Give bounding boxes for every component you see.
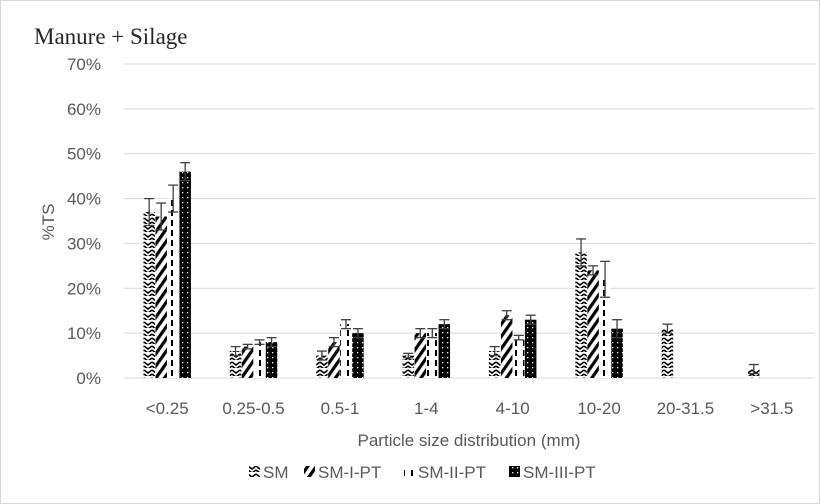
- bar-SM-II-PT-0: [167, 198, 179, 378]
- bar-SM-III-PT-0: [179, 171, 191, 378]
- y-tick-label: 0%: [76, 369, 101, 388]
- legend-label: SM: [263, 463, 289, 482]
- legend-swatch: [304, 466, 315, 477]
- bar-SM-II-PT-3: [426, 333, 439, 378]
- error-bar-SM-III-PT-1: [266, 336, 277, 348]
- legend-swatch: [249, 466, 260, 477]
- error-bar-SM-III-PT-3: [439, 319, 450, 330]
- error-bar-SM-I-PT-3: [415, 328, 426, 339]
- error-bar-SM-5: [576, 238, 587, 267]
- x-tick-label: <0.25: [146, 399, 189, 418]
- bar-SM-0: [143, 212, 155, 378]
- y-tick-label: 60%: [67, 100, 101, 119]
- legend-label: SM-I-PT: [318, 463, 381, 482]
- bar-SM-I-PT-1: [241, 346, 254, 378]
- x-tick-label: 0.25-0.5: [222, 399, 284, 418]
- bar-SM-II-PT-2: [340, 324, 352, 378]
- y-tick-label: 30%: [67, 234, 101, 253]
- bar-SM-III-PT-3: [438, 324, 451, 378]
- bar-SM-I-PT-3: [414, 333, 427, 378]
- error-bar-SM-I-PT-4: [501, 310, 512, 321]
- error-bar-SM-3: [403, 352, 414, 359]
- legend-swatch: [404, 466, 415, 477]
- error-bar-SM-2: [316, 350, 327, 361]
- error-bar-SM-II-PT-3: [427, 328, 438, 339]
- bar-SM-II-PT-1: [253, 342, 266, 378]
- error-bar-SM-I-PT-5: [588, 265, 599, 276]
- legend-swatch: [509, 466, 520, 477]
- x-tick-label: 0.5-1: [321, 399, 360, 418]
- bars: [143, 171, 760, 378]
- gridlines: [124, 63, 815, 379]
- error-bar-SM-II-PT-0: [168, 184, 179, 213]
- bar-SM-4: [488, 351, 501, 378]
- error-bar-SM-I-PT-1: [242, 343, 253, 350]
- legend: SM SM-I-PT SM-II-PT SM-III-PT: [249, 463, 596, 482]
- bar-SM-I-PT-4: [500, 315, 513, 378]
- bar-SM-III-PT-1: [265, 342, 278, 378]
- error-bar-SM-I-PT-2: [328, 336, 339, 348]
- y-tick-label: 50%: [67, 145, 101, 164]
- error-bar-SM-II-PT-2: [340, 319, 351, 330]
- error-bar-SM-III-PT-4: [525, 314, 536, 325]
- bar-SM-6: [661, 328, 674, 378]
- x-axis-label: Particle size distribution (mm): [358, 431, 581, 450]
- error-bar-SM-III-PT-5: [612, 319, 623, 339]
- x-tick-label: 1-4: [414, 399, 439, 418]
- x-tick-label: 4-10: [496, 399, 530, 418]
- error-bar-SM-1: [230, 345, 241, 357]
- error-bar-SM-II-PT-5: [600, 260, 611, 298]
- bar-SM-I-PT-2: [328, 342, 340, 378]
- error-bar-SM-6: [662, 323, 673, 334]
- y-tick-label: 40%: [67, 190, 101, 209]
- y-tick-label: 10%: [67, 324, 101, 343]
- bar-SM-3: [402, 355, 415, 378]
- bar-SM-1: [229, 351, 242, 378]
- legend-item-SM-III-PT: SM-III-PT: [509, 463, 596, 482]
- error-bar-SM-7: [748, 363, 759, 375]
- error-bar-SM-I-PT-0: [156, 202, 167, 231]
- legend-item-SM: SM: [249, 463, 289, 482]
- x-tick-label: 10-20: [577, 399, 620, 418]
- x-axis-categories: <0.25 0.25-0.5 0.5-1 1-4 4-10 10-20 20-31.5 >31…: [146, 399, 794, 418]
- y-axis-ticks: 0% 10% 20% 30% 40% 50% 60% 70%: [67, 55, 101, 388]
- bar-SM-III-PT-5: [611, 328, 623, 378]
- bar-SM-I-PT-0: [155, 216, 167, 378]
- bar-SM-III-PT-4: [524, 319, 537, 378]
- y-tick-label: 70%: [67, 55, 101, 74]
- error-bar-SM-III-PT-0: [180, 162, 191, 182]
- bar-SM-III-PT-2: [352, 333, 364, 378]
- legend-item-SM-II-PT: SM-II-PT: [404, 463, 486, 482]
- y-axis-label: %TS: [39, 204, 58, 241]
- legend-label: SM-III-PT: [523, 463, 596, 482]
- bar-SM-I-PT-5: [587, 270, 599, 378]
- y-tick-label: 20%: [67, 279, 101, 298]
- chart-title: Manure + Silage: [34, 24, 188, 49]
- legend-item-SM-I-PT: SM-I-PT: [304, 463, 381, 482]
- legend-label: SM-II-PT: [418, 463, 486, 482]
- error-bar-SM-III-PT-2: [352, 328, 363, 339]
- bar-SM-II-PT-5: [599, 279, 611, 378]
- error-bars: [144, 162, 759, 375]
- error-bar-SM-4: [489, 345, 500, 357]
- x-tick-label: 20-31.5: [657, 399, 715, 418]
- error-bar-SM-0: [144, 197, 155, 227]
- bar-SM-II-PT-4: [512, 337, 525, 378]
- bar-SM-5: [575, 252, 587, 378]
- x-tick-label: >31.5: [750, 399, 793, 418]
- error-bar-SM-II-PT-4: [513, 334, 524, 341]
- error-bar-SM-II-PT-1: [254, 339, 265, 346]
- bar-SM-2: [316, 355, 328, 378]
